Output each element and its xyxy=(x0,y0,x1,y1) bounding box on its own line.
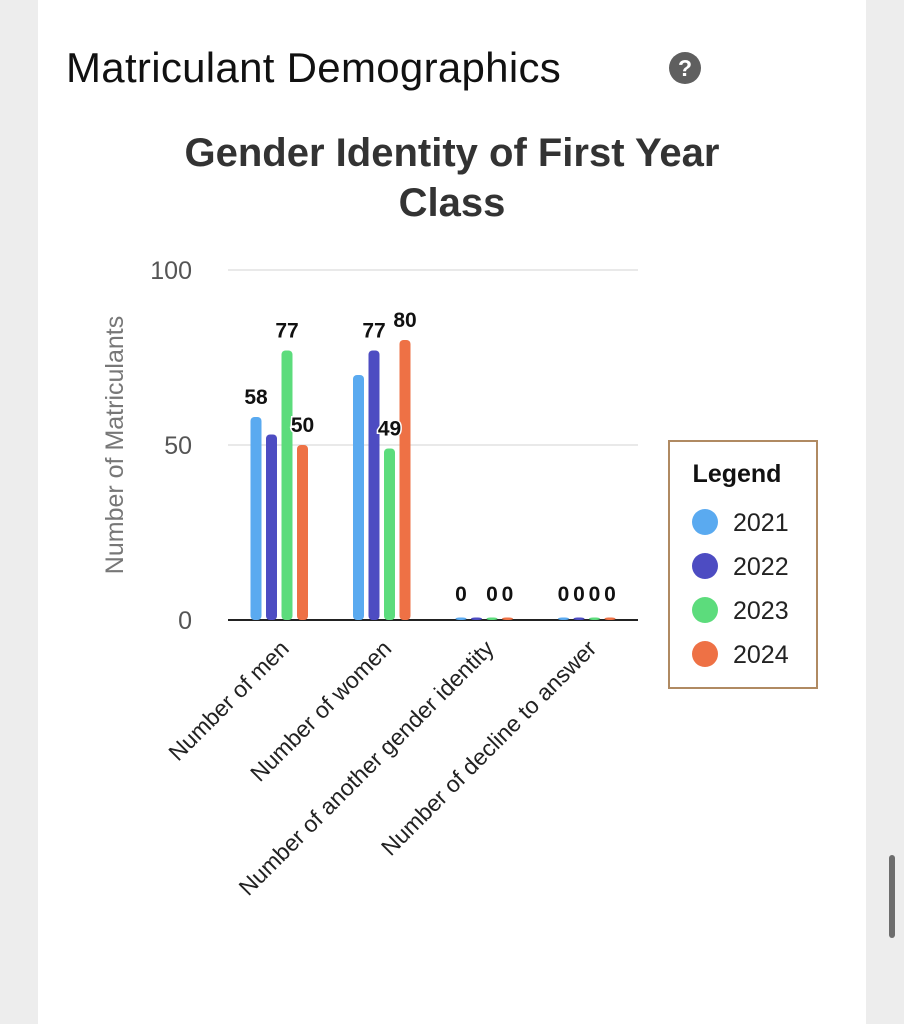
bar-2023[interactable] xyxy=(589,617,600,621)
bar-2023[interactable] xyxy=(486,617,498,621)
legend: Legend 2021 2022 2023 2024 xyxy=(668,440,818,689)
data-label: 0 xyxy=(604,583,616,606)
legend-title: Legend xyxy=(693,460,782,488)
bar-2021[interactable] xyxy=(353,375,364,620)
bars xyxy=(250,340,616,621)
y-tick-label: 100 xyxy=(150,257,192,285)
legend-label[interactable]: 2023 xyxy=(733,597,789,625)
bar-2024[interactable] xyxy=(604,617,616,621)
legend-label[interactable]: 2021 xyxy=(733,509,789,537)
y-tick-label: 50 xyxy=(164,432,192,460)
data-label: 0 xyxy=(573,583,585,606)
bar-2021[interactable] xyxy=(455,617,467,621)
legend-label[interactable]: 2024 xyxy=(733,641,789,669)
data-label: 50 xyxy=(291,414,314,437)
chart-title-line: Class xyxy=(399,181,506,225)
bar-2022[interactable] xyxy=(368,350,380,621)
data-label: 0 xyxy=(486,583,498,606)
question-circle-icon[interactable]: ? xyxy=(669,52,701,84)
y-axis-label: Number of Matriculants xyxy=(101,316,129,574)
bar-2021[interactable] xyxy=(250,417,262,620)
data-label: 0 xyxy=(589,583,601,606)
data-label: 77 xyxy=(275,320,298,343)
bar-2024[interactable] xyxy=(297,445,308,620)
bar-2022[interactable] xyxy=(266,434,277,621)
data-label: 0 xyxy=(455,583,467,606)
bar-2022[interactable] xyxy=(471,617,482,621)
bar-2021[interactable] xyxy=(558,617,569,621)
legend-swatch-2022[interactable] xyxy=(692,553,718,579)
bar-2023[interactable] xyxy=(281,350,293,621)
legend-swatch-2021[interactable] xyxy=(692,509,718,535)
y-axis: 0 50 100 Number of Matriculants xyxy=(101,257,192,635)
y-tick-label: 0 xyxy=(178,607,192,635)
gridlines xyxy=(228,269,638,621)
data-label: 77 xyxy=(362,320,385,343)
chart-title-line: Gender Identity of First Year xyxy=(185,131,720,175)
legend-label[interactable]: 2022 xyxy=(733,553,789,581)
bar-2022[interactable] xyxy=(573,617,585,621)
data-label: 80 xyxy=(393,309,416,332)
data-label: 58 xyxy=(244,386,268,409)
bar-2024[interactable] xyxy=(502,617,513,621)
data-label: 0 xyxy=(558,583,570,606)
data-label: 49 xyxy=(378,418,401,441)
data-label: 0 xyxy=(502,583,514,606)
legend-swatch-2023[interactable] xyxy=(692,597,718,623)
x-category-label: Number of decline to answer xyxy=(376,635,602,861)
bar-2024[interactable] xyxy=(399,340,411,620)
bar-2023[interactable] xyxy=(384,448,395,621)
chart-title: Gender Identity of First Year Class xyxy=(185,131,720,225)
scrollbar[interactable] xyxy=(889,855,895,938)
legend-swatch-2024[interactable] xyxy=(692,641,718,667)
section-title: Matriculant Demographics xyxy=(66,44,562,91)
